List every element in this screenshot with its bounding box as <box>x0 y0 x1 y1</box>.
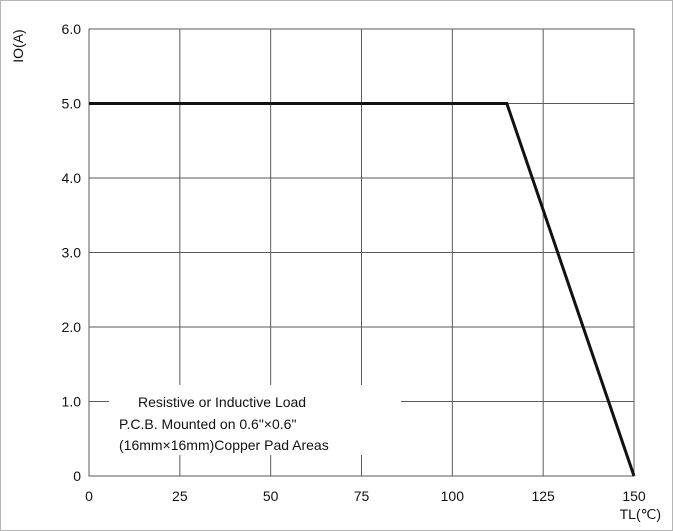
tick-labels: 0 25 50 75 100 125 150 0 1.0 2.0 3.0 4.0 5.0 6.0 <box>62 21 646 504</box>
y-tick-label: 3.0 <box>62 245 82 261</box>
x-tick-label: 25 <box>172 488 188 504</box>
x-tick-label: 0 <box>85 488 93 504</box>
x-tick-label: 100 <box>441 488 465 504</box>
y-tick-label: 4.0 <box>62 170 82 186</box>
y-tick-label: 6.0 <box>62 21 82 37</box>
y-tick-label: 5.0 <box>62 96 82 112</box>
x-tick-label: 50 <box>263 488 279 504</box>
annotation-box: Resistive or Inductive Load P.C.B. Mount… <box>109 385 401 455</box>
plot-border <box>88 28 635 477</box>
annotation-background <box>109 385 401 455</box>
x-tick-label: 125 <box>531 488 555 504</box>
y-tick-label: 1.0 <box>62 394 82 410</box>
annotation-line-1: Resistive or Inductive Load <box>138 394 306 410</box>
derating-curve-line <box>89 102 636 477</box>
x-tick-label: 150 <box>622 488 646 504</box>
series <box>89 102 636 477</box>
x-axis-label: TL(℃) <box>620 506 661 522</box>
y-axis-label: IO(A) <box>10 29 26 62</box>
x-tick-label: 75 <box>354 488 370 504</box>
y-tick-label: 2.0 <box>62 319 82 335</box>
annotation-line-2: P.C.B. Mounted on 0.6"×0.6" <box>119 416 296 432</box>
y-tick-label: 0 <box>73 468 81 484</box>
annotation-line-3: (16mm×16mm)Copper Pad Areas <box>119 437 329 453</box>
